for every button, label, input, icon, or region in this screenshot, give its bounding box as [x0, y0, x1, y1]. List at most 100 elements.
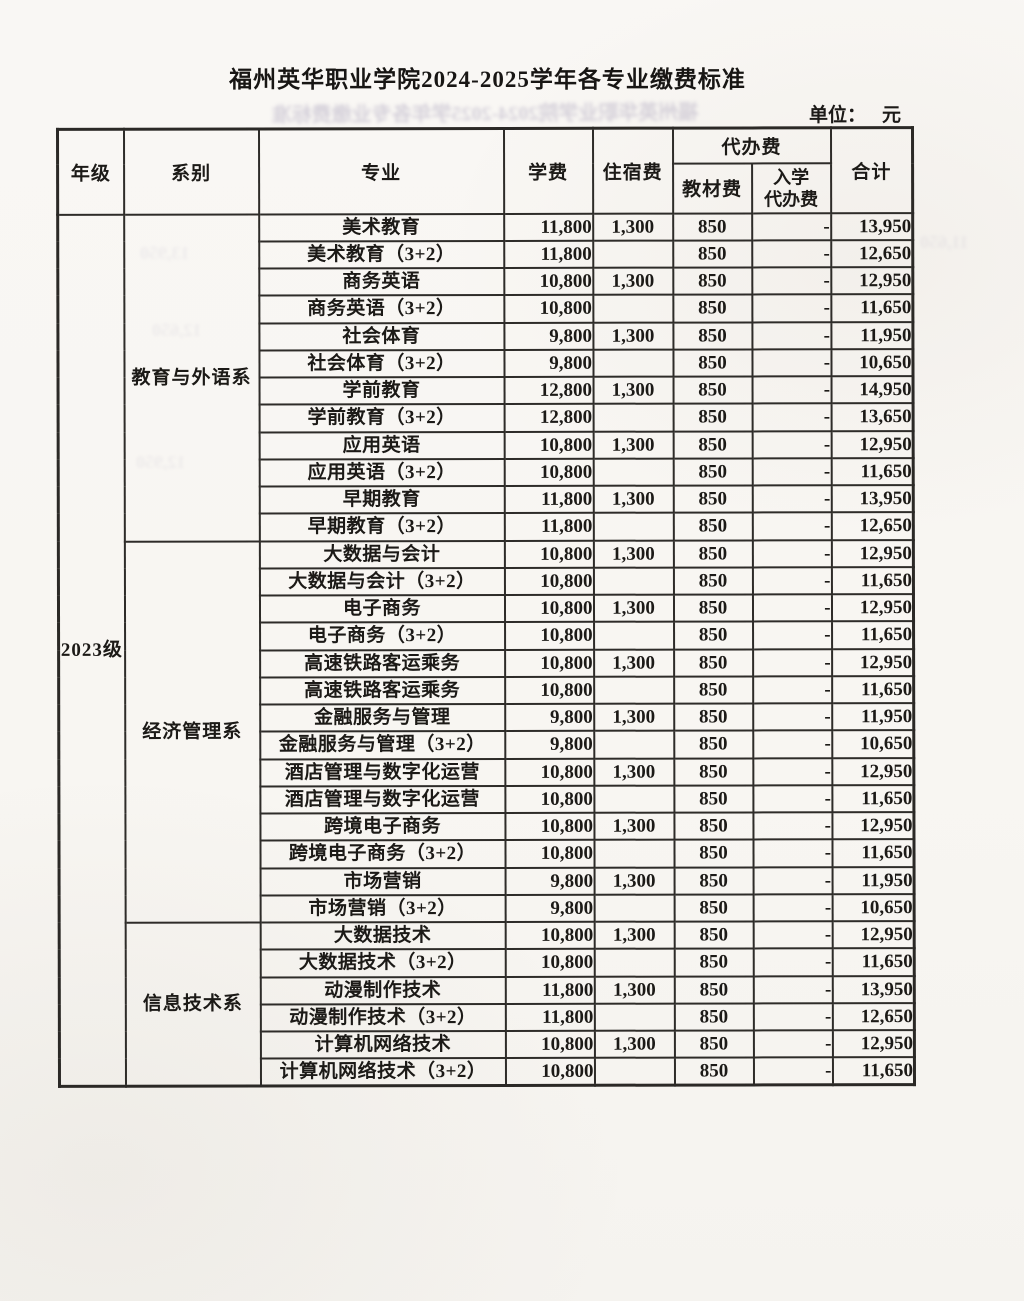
accommodation-cell: [593, 403, 674, 432]
textbook-fee-cell: 850: [673, 539, 753, 568]
accommodation-cell: 1,300: [593, 594, 674, 623]
tuition-cell: 10,800: [505, 921, 595, 950]
enrollment-agency-cell: -: [752, 512, 832, 540]
total-cell: 11,650: [831, 566, 914, 595]
major-cell: 动漫制作技术（3+2）: [260, 1003, 506, 1032]
enrollment-agency-cell: -: [753, 921, 833, 949]
total-cell: 12,950: [831, 594, 914, 622]
tuition-cell: 10,800: [504, 676, 594, 704]
enrollment-agency-cell: -: [752, 594, 832, 622]
accommodation-cell: 1,300: [594, 867, 675, 895]
total-cell: 11,650: [832, 1057, 915, 1085]
total-cell: 13,650: [831, 403, 914, 431]
header-total: 合计: [830, 127, 913, 213]
total-cell: 12,950: [830, 267, 913, 295]
accommodation-cell: 1,300: [592, 267, 673, 296]
total-cell: 12,950: [832, 921, 915, 949]
accommodation-cell: [594, 1057, 675, 1086]
major-cell: 应用英语: [259, 431, 505, 460]
tuition-cell: 12,800: [504, 404, 594, 432]
textbook-fee-cell: 850: [672, 321, 752, 350]
accommodation-cell: [593, 730, 674, 759]
textbook-fee-cell: 850: [672, 294, 752, 323]
major-cell: 早期教育（3+2）: [259, 513, 505, 541]
textbook-fee-cell: 850: [673, 785, 753, 813]
major-cell: 学前教育: [259, 376, 505, 405]
tuition-cell: 10,800: [505, 949, 595, 977]
tuition-cell: 11,800: [503, 213, 593, 241]
total-cell: 11,650: [832, 948, 915, 976]
enrollment-agency-cell: -: [752, 567, 832, 595]
major-cell: 美术教育: [258, 213, 504, 242]
grade-cell: 2023级: [57, 214, 126, 1087]
tuition-cell: 10,800: [504, 567, 594, 595]
major-cell: 应用英语（3+2）: [259, 458, 505, 487]
total-cell: 11,950: [832, 866, 915, 895]
enrollment-agency-cell: -: [751, 349, 832, 377]
major-cell: 大数据与会计（3+2）: [259, 567, 505, 596]
enrollment-agency-cell: -: [752, 812, 833, 840]
textbook-fee-cell: 850: [672, 240, 752, 268]
total-cell: 12,650: [832, 1002, 915, 1031]
accommodation-cell: [593, 512, 674, 541]
enrollment-agency-cell: -: [753, 1057, 833, 1085]
accommodation-cell: 1,300: [593, 649, 674, 677]
major-cell: 大数据技术: [260, 921, 506, 950]
textbook-fee-cell: 850: [674, 866, 754, 895]
header-grade: 年级: [57, 129, 124, 215]
accommodation-cell: 1,300: [592, 213, 673, 241]
tuition-cell: 9,800: [505, 894, 595, 922]
accommodation-cell: 1,300: [592, 322, 673, 350]
total-cell: 11,650: [830, 294, 913, 322]
accommodation-cell: [593, 785, 674, 813]
textbook-fee-cell: 850: [674, 921, 754, 949]
bleed-through-fragment: 11,650: [920, 232, 969, 252]
major-cell: 商务英语（3+2）: [258, 295, 504, 323]
accommodation-cell: 1,300: [593, 431, 674, 459]
header-tuition: 学费: [503, 128, 593, 214]
tuition-cell: 9,800: [504, 731, 594, 759]
textbook-fee-cell: 850: [673, 403, 753, 432]
major-cell: 动漫制作技术: [260, 976, 506, 1005]
textbook-fee-cell: 850: [674, 894, 754, 922]
enrollment-agency-cell: -: [752, 839, 833, 867]
textbook-fee-cell: 850: [673, 594, 753, 622]
header-enrollment-agency-fee: 入学 代办费: [751, 162, 831, 213]
enrollment-agency-cell: -: [752, 621, 832, 649]
total-cell: 12,950: [831, 757, 914, 786]
textbook-fee-cell: 850: [673, 812, 753, 840]
textbook-fee-cell: 850: [673, 621, 753, 650]
accommodation-cell: 1,300: [594, 976, 675, 1004]
textbook-fee-cell: 850: [674, 975, 754, 1004]
accommodation-cell: 1,300: [593, 703, 674, 732]
total-cell: 11,650: [832, 839, 915, 867]
enrollment-agency-cell: -: [752, 403, 832, 431]
textbook-fee-cell: 850: [673, 676, 753, 704]
accommodation-cell: 1,300: [593, 376, 674, 405]
enrollment-agency-cell: -: [752, 458, 832, 486]
accommodation-cell: [593, 839, 675, 868]
major-cell: 市场营销（3+2）: [260, 894, 506, 923]
tuition-cell: 10,800: [505, 1030, 595, 1059]
tuition-cell: 10,800: [504, 785, 594, 813]
tuition-cell: 10,800: [503, 267, 593, 296]
tuition-cell: 10,800: [504, 540, 594, 568]
major-cell: 电子商务（3+2）: [259, 622, 505, 650]
major-cell: 早期教育: [259, 485, 505, 514]
major-cell: 市场营销: [260, 867, 506, 896]
department-cell: 信息技术系: [125, 922, 261, 1087]
tuition-cell: 11,800: [504, 485, 594, 514]
header-accommodation: 住宿费: [592, 128, 673, 214]
table-row: 2023级 教育与外语系 美术教育 11,800 1,300 850-13,950: [57, 212, 913, 1087]
major-cell: 商务英语: [258, 267, 504, 296]
textbook-fee-cell: 850: [673, 376, 753, 404]
tuition-cell: 10,800: [504, 758, 594, 786]
enrollment-agency-cell: -: [753, 948, 833, 976]
page-title: 福州英华职业学院2024-2025学年各专业缴费标准: [229, 67, 746, 92]
fee-table-header: 年级 系别 专业 学费 住宿费 代办费 合计 教材费 入学 代办费: [57, 127, 913, 215]
total-cell: 11,650: [831, 784, 914, 813]
textbook-fee-cell: 850: [673, 485, 753, 513]
department-cell: 经济管理系: [124, 540, 261, 923]
textbook-fee-cell: 850: [673, 730, 753, 759]
tuition-cell: 10,800: [504, 594, 594, 623]
